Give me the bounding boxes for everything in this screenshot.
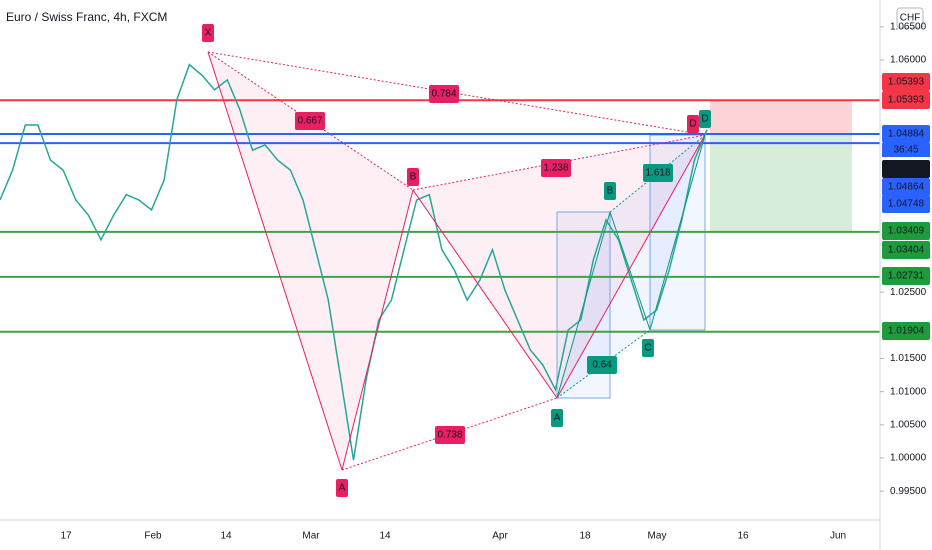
currency: CHF bbox=[900, 13, 921, 24]
ratio-badge bbox=[429, 85, 459, 103]
y-tick-label: 0.99500 bbox=[890, 486, 927, 497]
price-label: 1.04884 bbox=[888, 129, 925, 140]
ratio-label: 0.784 bbox=[431, 89, 456, 100]
price-badge bbox=[882, 178, 930, 196]
price-badge bbox=[882, 73, 930, 91]
x-tick-label: 17 bbox=[60, 531, 72, 542]
ratio-label: 1.618 bbox=[645, 168, 670, 179]
ratio-badge bbox=[435, 426, 465, 444]
x-tick-label: 18 bbox=[579, 531, 591, 542]
price-badge bbox=[882, 160, 930, 178]
undefined bbox=[341, 189, 414, 471]
price-label: 1.04748 bbox=[888, 199, 925, 210]
point-label: B bbox=[607, 186, 614, 197]
point-badge bbox=[604, 182, 616, 200]
price-label: 1.01904 bbox=[888, 326, 925, 337]
x-tick-label: Mar bbox=[302, 531, 320, 542]
point-badge bbox=[551, 409, 563, 427]
target-zone bbox=[710, 134, 852, 232]
ratio-label: 0.738 bbox=[437, 430, 462, 441]
price-label: 1.03409 bbox=[888, 226, 925, 237]
point-label: C bbox=[644, 343, 651, 354]
price-label: 1.05393 bbox=[888, 95, 925, 106]
y-tick-label: 1.00500 bbox=[890, 419, 927, 430]
y-tick-label: 1.01500 bbox=[890, 353, 927, 364]
undefined bbox=[412, 189, 558, 399]
x-tick-label: Jun bbox=[830, 531, 846, 542]
price-badge bbox=[882, 125, 930, 143]
undefined bbox=[649, 134, 706, 331]
y-tick-label: 1.00000 bbox=[890, 453, 927, 464]
ratio-label: 1.238 bbox=[543, 163, 568, 174]
point-badge bbox=[407, 168, 419, 186]
stop-zone bbox=[710, 100, 852, 135]
price-badge bbox=[882, 267, 930, 285]
point-label: D bbox=[701, 114, 708, 125]
ratio-label: 0.667 bbox=[297, 116, 322, 127]
price-label: 1.04882 bbox=[888, 164, 925, 175]
ratio-line bbox=[207, 51, 414, 191]
undefined bbox=[556, 134, 706, 399]
y-tick-label: 1.06000 bbox=[890, 55, 927, 66]
pattern-fill bbox=[208, 52, 413, 470]
price-label: 1.04864 bbox=[888, 182, 925, 193]
pattern-fill bbox=[557, 212, 650, 398]
point-badge bbox=[336, 479, 348, 497]
ratio-badge bbox=[587, 356, 617, 374]
ratio-badge bbox=[643, 164, 673, 182]
price-badge bbox=[882, 222, 930, 240]
point-label: D bbox=[689, 119, 696, 130]
x-tick-label: Apr bbox=[492, 531, 508, 542]
undefined bbox=[207, 51, 343, 471]
undefined bbox=[609, 211, 651, 331]
x-tick-label: 16 bbox=[737, 531, 749, 542]
price-badge bbox=[882, 195, 930, 213]
price-label: 1.05393 bbox=[888, 77, 925, 88]
price-badge bbox=[882, 91, 930, 109]
point-badge bbox=[642, 339, 654, 357]
ratio-badge bbox=[541, 159, 571, 177]
x-tick-label: 14 bbox=[220, 531, 232, 542]
price-line bbox=[0, 63, 708, 461]
x-tick-label: May bbox=[648, 531, 667, 542]
price-badge bbox=[882, 322, 930, 340]
chart-title: Euro / Swiss Franc, 4h, FXCM bbox=[6, 10, 167, 24]
point-label: A bbox=[339, 483, 346, 494]
ratio-label: 0.64 bbox=[592, 360, 612, 371]
y-tick-label: 1.06500 bbox=[890, 22, 927, 33]
x-tick-label: Feb bbox=[144, 531, 162, 542]
undefined bbox=[556, 211, 611, 399]
point-label: A bbox=[554, 413, 561, 424]
point-badge bbox=[687, 115, 699, 133]
point-badge bbox=[202, 24, 214, 42]
x-tick-label: 14 bbox=[379, 531, 391, 542]
plot-layer: X A B D A B C D 0.784 0.667 1.238 0.738 1.618 0.64 bbox=[0, 24, 880, 497]
y-tick-label: 1.01000 bbox=[890, 386, 927, 397]
pattern-fill bbox=[413, 135, 705, 398]
point-label: X bbox=[205, 28, 212, 39]
point-label: B bbox=[410, 172, 417, 183]
countdown-badge bbox=[882, 143, 930, 157]
y-tick-label: 1.02500 bbox=[890, 287, 927, 298]
price-label: 1.03404 bbox=[888, 245, 925, 256]
price-label: 1.02731 bbox=[888, 271, 925, 282]
countdown: 36:45 bbox=[893, 145, 918, 156]
price-badge bbox=[882, 241, 930, 259]
point-badge bbox=[699, 110, 711, 128]
currency-box[interactable] bbox=[896, 7, 924, 29]
ratio-badge bbox=[295, 112, 325, 130]
